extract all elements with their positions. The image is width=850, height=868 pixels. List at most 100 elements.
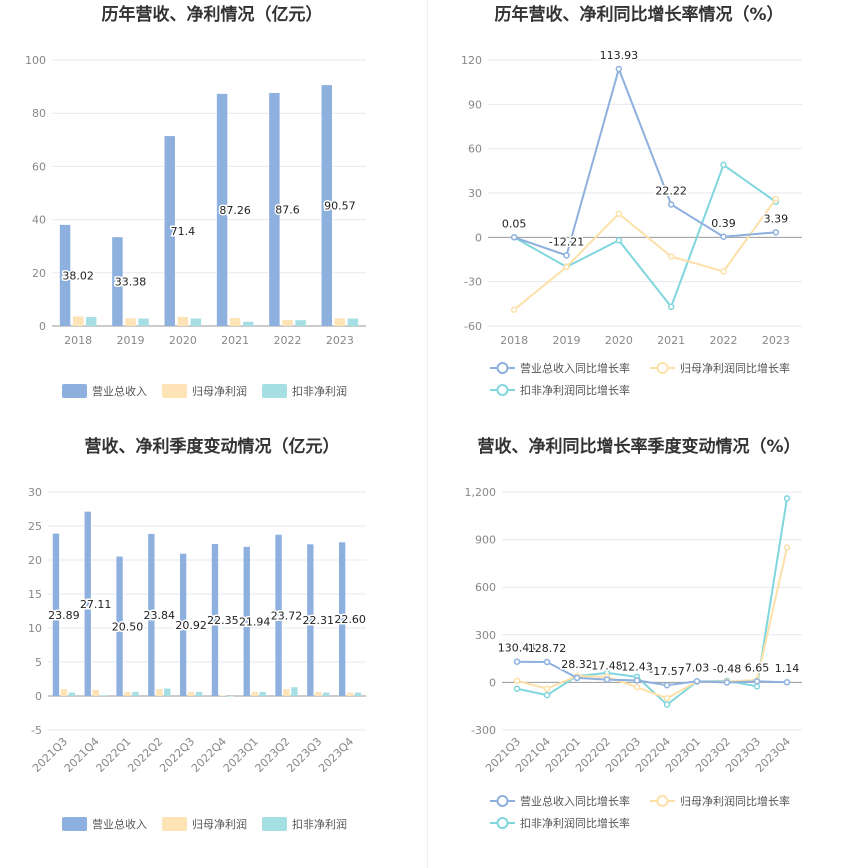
chart-title: 营收、净利季度变动情况（亿元） xyxy=(85,436,340,457)
bar-1-2 xyxy=(124,691,131,696)
point-1-5 xyxy=(772,195,780,203)
bar-2-6 xyxy=(259,691,266,696)
legend-label-0: 营业总收入同比增长率 xyxy=(520,794,630,808)
bar-0-5 xyxy=(211,544,219,696)
legend-marker-0 xyxy=(496,795,509,807)
bar-2-8 xyxy=(323,692,330,696)
legend-label-2: 扣非净利润同比增长率 xyxy=(520,383,630,397)
legend-label-1: 归母净利润同比增长率 xyxy=(680,361,790,375)
data-label: 130.44 xyxy=(498,642,537,655)
bar-0-0 xyxy=(59,224,71,326)
quarterly-amount-chart: 营收、净利季度变动情况（亿元）-50510152025302021Q32021Q… xyxy=(28,436,367,831)
data-label: 90.57 xyxy=(324,200,356,213)
point-1-3 xyxy=(667,253,675,260)
bar-2-3 xyxy=(164,688,171,696)
point-1-1 xyxy=(563,263,570,271)
point-2-5 xyxy=(663,701,671,708)
bar-0-9 xyxy=(338,542,346,696)
legend-label-1: 归母净利润 xyxy=(192,817,247,831)
bar-1-6 xyxy=(251,691,258,696)
data-label: 6.65 xyxy=(745,661,770,674)
bar-2-1 xyxy=(100,695,107,696)
quarterly-amount-panel: 营收、净利季度变动情况（亿元） -5 0 5 10 15 20 25 30 2021Q3 2021Q… xyxy=(0,430,425,868)
point-0-3 xyxy=(667,201,675,208)
bar-0-3 xyxy=(148,533,155,696)
quarterly-growth-chart: 营收、净利同比增长率季度变动情况（%）-30003006009001,20020… xyxy=(465,436,802,830)
x-tick-label: 2021 xyxy=(657,334,685,347)
bar-0-6 xyxy=(243,546,250,696)
series-line-0 xyxy=(513,65,776,257)
legend-swatch-1 xyxy=(162,384,187,398)
data-label: 27.11 xyxy=(80,598,112,611)
legend-swatch-2 xyxy=(262,384,287,398)
data-label: 87.6 xyxy=(275,203,300,216)
x-tick-label: 2020 xyxy=(169,334,197,347)
legend-marker-2 xyxy=(496,384,509,396)
data-label: 0.05 xyxy=(502,217,527,230)
bar-0-8 xyxy=(307,544,314,696)
bar-1-0 xyxy=(60,689,68,696)
point-0-0 xyxy=(510,234,518,241)
data-label: 17.48 xyxy=(591,660,623,673)
legend-label-2: 扣非净利润 xyxy=(292,384,347,398)
y-tick-label: 30 xyxy=(468,187,482,200)
annual-amount-panel: 历年营收、净利情况（亿元） 0 20 40 60 80 100 2018 2019 2020 202… xyxy=(0,0,425,425)
x-tick-label: 2023 xyxy=(326,334,354,347)
bar-1-0 xyxy=(72,316,84,326)
data-label: 12.43 xyxy=(621,660,653,673)
x-tick-label: 2019 xyxy=(117,334,145,347)
bar-1-1 xyxy=(125,318,136,326)
quarterly-growth-panel: 营收、净利同比增长率季度变动情况（%） -300 0 300 600 900 1,200 20… xyxy=(428,430,850,868)
bar-1-1 xyxy=(92,689,99,696)
bar-0-4 xyxy=(269,92,280,326)
y-tick-label: 0 xyxy=(35,690,42,703)
x-tick-label: 2019 xyxy=(553,334,581,347)
bar-0-1 xyxy=(112,237,123,326)
chart-title: 历年营收、净利情况（亿元） xyxy=(102,4,323,25)
point-1-4 xyxy=(633,683,641,691)
series-line-2 xyxy=(516,498,788,706)
legend-label-0: 营业总收入同比增长率 xyxy=(520,361,630,375)
bar-2-7 xyxy=(291,687,298,696)
y-tick-label: -30 xyxy=(464,276,482,289)
point-1-5 xyxy=(663,695,671,702)
data-label: 22.60 xyxy=(334,613,366,626)
legend-marker-0 xyxy=(496,362,509,374)
y-tick-label: -60 xyxy=(464,320,482,333)
y-tick-label: 0 xyxy=(475,231,482,244)
x-tick-label: 2018 xyxy=(64,334,92,347)
bar-1-4 xyxy=(187,691,195,696)
data-label: 21.94 xyxy=(239,615,271,628)
y-tick-label: 300 xyxy=(475,629,496,642)
point-0-2 xyxy=(573,674,581,682)
y-tick-label: 20 xyxy=(28,554,42,567)
y-tick-label: 30 xyxy=(28,486,42,499)
data-label: -0.48 xyxy=(713,662,741,675)
bar-0-1 xyxy=(84,511,91,696)
point-0-5 xyxy=(663,681,671,689)
data-label: 20.92 xyxy=(175,619,207,632)
bar-2-4 xyxy=(295,320,306,326)
point-1-4 xyxy=(720,268,727,275)
y-tick-label: 25 xyxy=(28,520,42,533)
data-label: 71.4 xyxy=(171,225,196,238)
legend-swatch-0 xyxy=(62,384,87,398)
bar-2-3 xyxy=(243,321,254,326)
y-tick-label: 600 xyxy=(475,581,496,594)
x-tick-label: 2020 xyxy=(605,334,633,347)
y-tick-label: 10 xyxy=(28,622,42,635)
y-tick-label: 90 xyxy=(468,98,482,111)
point-2-9 xyxy=(783,495,791,502)
y-tick-label: 40 xyxy=(32,214,46,227)
point-0-1 xyxy=(543,658,551,666)
data-label: 23.72 xyxy=(271,609,303,622)
x-tick-label: 2023 xyxy=(762,334,790,347)
bar-1-4 xyxy=(282,319,293,326)
point-1-0 xyxy=(510,306,518,313)
data-label: 23.89 xyxy=(48,609,80,622)
x-tick-label: 2022 xyxy=(274,334,302,347)
annual-growth-chart: 历年营收、净利同比增长率情况（%） -60 -30 0 30 60 90 120 2018 201… xyxy=(461,4,802,397)
bar-1-8 xyxy=(315,691,322,696)
legend-swatch-2 xyxy=(262,817,287,831)
point-0-6 xyxy=(693,678,701,685)
